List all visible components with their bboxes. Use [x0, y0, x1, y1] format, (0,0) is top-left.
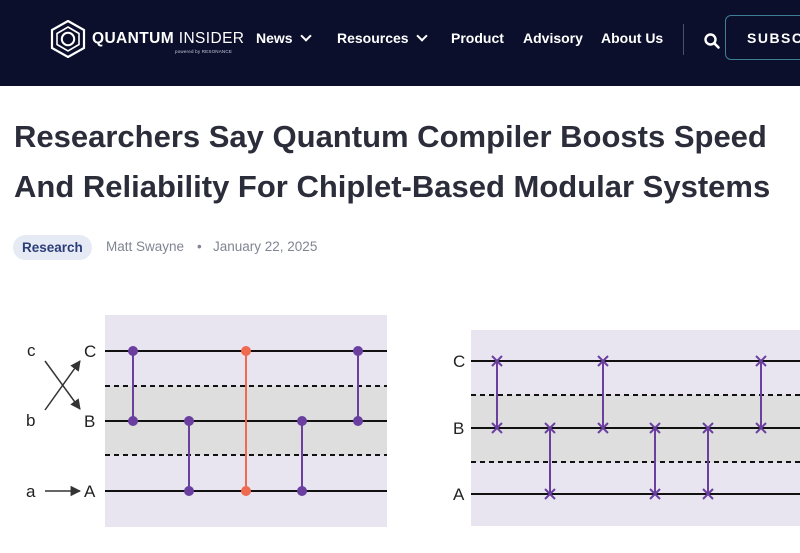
- article-figure: c b a C B A C B: [26, 315, 800, 527]
- brand-light: INSIDER: [178, 30, 245, 47]
- right-swap-3: [597, 355, 609, 434]
- author-link[interactable]: Matt Swayne: [106, 239, 185, 254]
- left-gate-2: [184, 416, 194, 496]
- publish-date: January 22, 2025: [213, 239, 318, 254]
- brand-name[interactable]: QUANTUM INSIDER: [92, 30, 244, 48]
- nav-news[interactable]: News: [256, 30, 312, 46]
- right-qubit-label-a: A: [453, 485, 465, 504]
- quantum-insider-logo-icon[interactable]: [50, 20, 86, 58]
- right-swap-2: [544, 422, 556, 500]
- right-swap-5: [702, 422, 714, 500]
- left-gate-3-cross-module: [241, 346, 251, 496]
- nav-product-label: Product: [451, 30, 504, 46]
- nav-divider: [683, 24, 684, 55]
- logical-label-a: a: [26, 482, 36, 501]
- nav-news-label: News: [256, 30, 293, 46]
- mapping-arrow-b-to-c: [44, 360, 81, 411]
- nav-resources-label: Resources: [337, 30, 409, 46]
- chevron-down-icon: [415, 30, 428, 42]
- left-gate-5: [353, 346, 363, 426]
- nav-about-label: About Us: [601, 30, 664, 46]
- nav-about-us[interactable]: About Us: [601, 30, 663, 46]
- meta-separator: •: [197, 239, 202, 254]
- subscribe-button[interactable]: SUBSC: [725, 15, 800, 60]
- right-qubit-label-b: B: [453, 419, 464, 438]
- left-qubit-label-a: A: [84, 482, 96, 501]
- logical-label-c: c: [27, 341, 36, 360]
- right-circuit-panel: C B A: [453, 330, 800, 526]
- left-qubit-label-b: B: [84, 412, 95, 431]
- left-gate-1: [128, 346, 138, 426]
- brand-tagline: powered by RESONANCE: [175, 49, 233, 54]
- brand-bold: QUANTUM: [92, 30, 175, 47]
- chevron-down-icon: [299, 30, 312, 42]
- right-swap-4: [649, 422, 661, 500]
- site-header: QUANTUM INSIDER powered by RESONANCE New…: [0, 0, 800, 86]
- right-qubit-label-c: C: [453, 352, 465, 371]
- left-qubit-label-c: C: [84, 342, 96, 361]
- left-circuit-panel: c b a C B A: [26, 315, 387, 527]
- right-swap-6: [755, 355, 767, 434]
- nav-resources[interactable]: Resources: [337, 30, 428, 46]
- nav-advisory-label: Advisory: [523, 30, 583, 46]
- logical-label-b: b: [26, 411, 35, 430]
- article-title: Researchers Say Quantum Compiler Boosts …: [14, 119, 771, 204]
- right-swap-1: [491, 355, 503, 434]
- nav-advisory[interactable]: Advisory: [523, 30, 583, 46]
- category-badge[interactable]: Research: [13, 235, 92, 260]
- search-icon[interactable]: [703, 32, 721, 50]
- right-swap-gates: [491, 355, 767, 500]
- left-gate-4: [297, 416, 307, 496]
- nav-product[interactable]: Product: [451, 30, 504, 46]
